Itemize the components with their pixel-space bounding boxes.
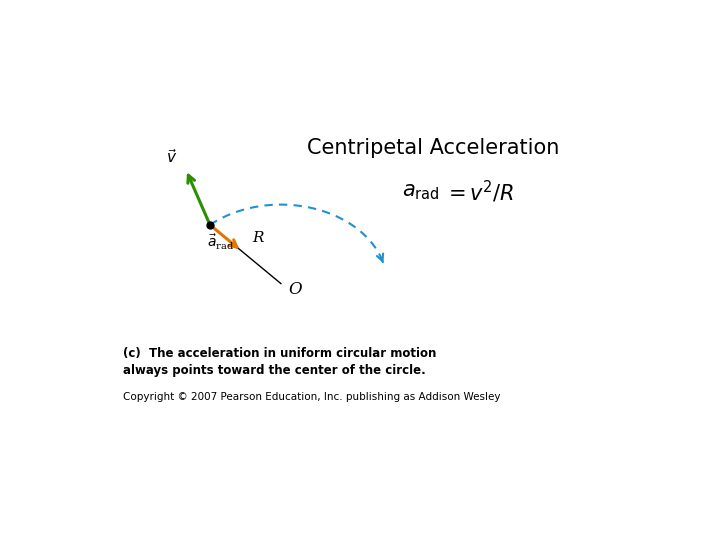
Text: $= \mathit{v}^2\mathit{/R}$: $= \mathit{v}^2\mathit{/R}$ (444, 179, 514, 205)
Text: $\vec{a}_{\mathregular{rad}}$: $\vec{a}_{\mathregular{rad}}$ (207, 233, 234, 252)
Text: always points toward the center of the circle.: always points toward the center of the c… (124, 364, 426, 377)
Text: (c)  The acceleration in uniform circular motion: (c) The acceleration in uniform circular… (124, 347, 437, 360)
Text: $\vec{v}$: $\vec{v}$ (166, 148, 178, 166)
Text: $a_{\rm rad}$: $a_{\rm rad}$ (402, 181, 440, 201)
Text: R: R (252, 231, 264, 245)
Text: O: O (288, 281, 302, 298)
Text: Copyright © 2007 Pearson Education, Inc. publishing as Addison Wesley: Copyright © 2007 Pearson Education, Inc.… (124, 393, 501, 402)
Text: Centripetal Acceleration: Centripetal Acceleration (307, 138, 559, 158)
